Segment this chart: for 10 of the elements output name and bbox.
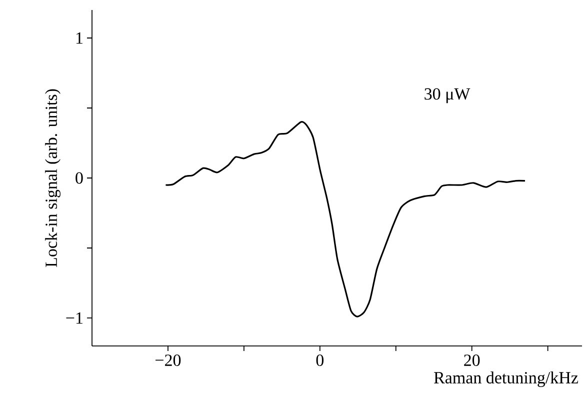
x-tick-label: −20 — [156, 354, 181, 366]
x-axis-title: Raman detuning/kHz — [434, 372, 578, 387]
y-tick-label: 1 — [76, 32, 82, 44]
y-tick-label: 0 — [76, 172, 83, 184]
x-tick-label: 20 — [464, 354, 480, 366]
line-series — [164, 121, 526, 318]
y-tick-label: −1 — [66, 312, 82, 324]
y-axis-title: Lock-in signal (arb. units) — [45, 89, 61, 267]
annotation: 30 μW — [424, 88, 470, 104]
x-tick-label: 0 — [316, 354, 324, 366]
